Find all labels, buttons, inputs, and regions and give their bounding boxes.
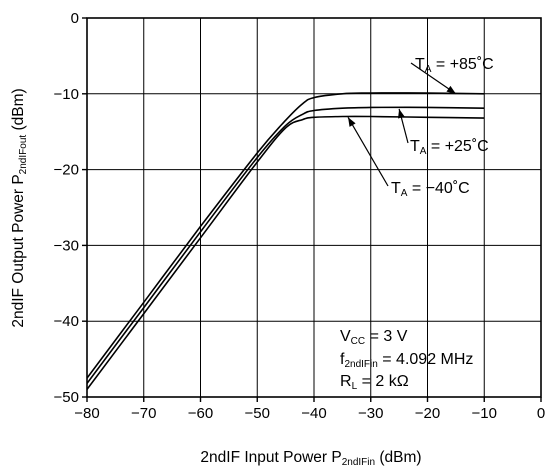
condition-vcc: VCC = 3 V bbox=[340, 328, 408, 347]
x-tick-label: −30 bbox=[358, 405, 383, 422]
y-axis-title: 2ndIF Output Power P2ndIFout (dBm) bbox=[10, 88, 29, 327]
condition-load: RL = 2 kΩ bbox=[340, 373, 409, 392]
condition-frequency: f2ndIFin = 4.092 MHz bbox=[340, 351, 473, 370]
series-curves bbox=[87, 93, 484, 389]
x-axis-title: 2ndIF Input Power P2ndIFin (dBm) bbox=[200, 449, 421, 468]
y-tick-label: 0 bbox=[71, 10, 79, 27]
y-tick-label: −40 bbox=[54, 313, 79, 330]
x-tick-label: −20 bbox=[415, 405, 440, 422]
x-tick-label: −40 bbox=[301, 405, 326, 422]
annotation-leaders bbox=[348, 63, 456, 186]
x-tick-label: −10 bbox=[472, 405, 497, 422]
y-tick-label: −30 bbox=[54, 237, 79, 254]
y-tick-label: −20 bbox=[54, 162, 79, 179]
x-tick-label: −70 bbox=[131, 405, 156, 422]
annotation-minus40c: TA = −40˚C bbox=[391, 180, 470, 199]
grid-lines bbox=[87, 18, 541, 397]
annotation-85c: TA = +85˚C bbox=[415, 56, 494, 75]
y-tick-label: −50 bbox=[54, 389, 79, 406]
x-tick-label: −50 bbox=[245, 405, 270, 422]
annotation-25c: TA = +25˚C bbox=[410, 138, 489, 157]
leader-arrow-minus40c bbox=[348, 117, 388, 186]
tick-marks bbox=[82, 18, 541, 402]
x-tick-label: −80 bbox=[74, 405, 99, 422]
leader-arrow-25c bbox=[398, 109, 408, 143]
x-tick-label: 0 bbox=[537, 405, 545, 422]
series-line-minus40c bbox=[87, 116, 484, 389]
x-tick-label: −60 bbox=[188, 405, 213, 422]
series-line-85c bbox=[87, 93, 484, 378]
y-tick-label: −10 bbox=[54, 86, 79, 103]
